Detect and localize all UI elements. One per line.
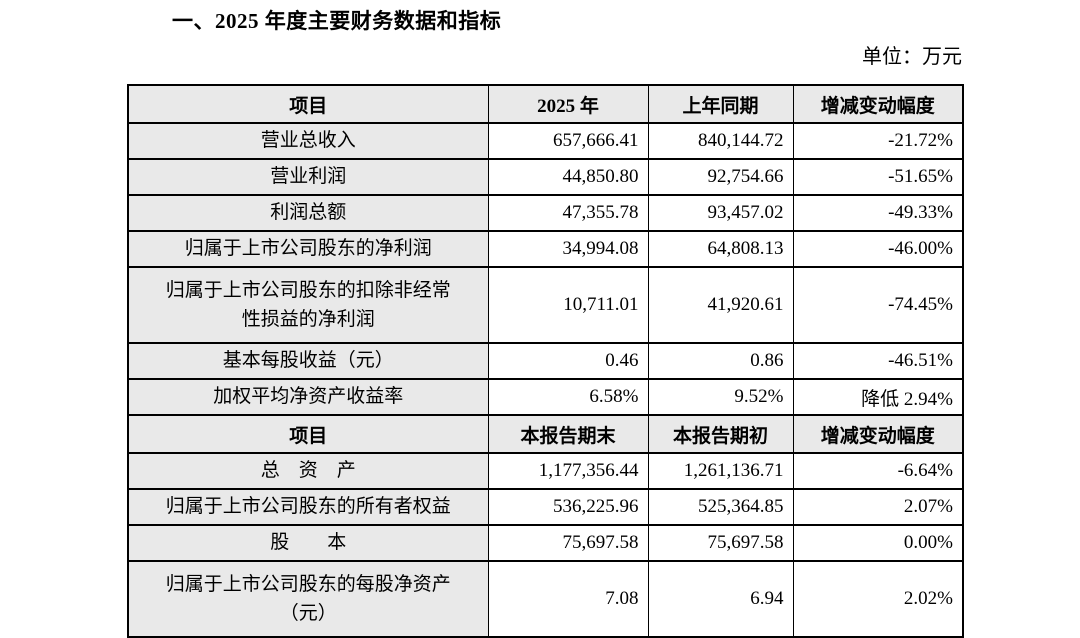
item-cell: 营业利润 bbox=[127, 158, 489, 196]
table-row: 基本每股收益（元） 0.46 0.86 -46.51% bbox=[127, 342, 964, 380]
page-title: 一、2025 年度主要财务数据和指标 bbox=[172, 9, 502, 33]
change-cell: -46.00% bbox=[792, 230, 964, 268]
current-value-cell: 34,994.08 bbox=[487, 230, 649, 268]
previous-value-cell: 41,920.61 bbox=[647, 266, 794, 344]
item-cell: 利润总额 bbox=[127, 194, 489, 232]
change-cell: -21.72% bbox=[792, 122, 964, 160]
current-value-cell: 536,225.96 bbox=[487, 488, 649, 526]
header-cell-previous: 上年同期 bbox=[647, 84, 794, 124]
table-row: 营业利润 44,850.80 92,754.66 -51.65% bbox=[127, 158, 964, 196]
change-cell: -74.45% bbox=[792, 266, 964, 344]
previous-value-cell: 93,457.02 bbox=[647, 194, 794, 232]
current-value-cell: 44,850.80 bbox=[487, 158, 649, 196]
table-row: 总 资 产 1,177,356.44 1,261,136.71 -6.64% bbox=[127, 452, 964, 490]
table-row: 归属于上市公司股东的净利润 34,994.08 64,808.13 -46.00… bbox=[127, 230, 964, 268]
item-cell: 归属于上市公司股东的所有者权益 bbox=[127, 488, 489, 526]
item-cell: 营业总收入 bbox=[127, 122, 489, 160]
change-cell: 2.07% bbox=[792, 488, 964, 526]
unit-label: 单位：万元 bbox=[862, 46, 962, 68]
table-header-row: 项目 本报告期末 本报告期初 增减变动幅度 bbox=[127, 414, 964, 454]
table-header-row: 项目 2025 年 上年同期 增减变动幅度 bbox=[127, 84, 964, 124]
item-cell: 股 本 bbox=[127, 524, 489, 562]
table-row: 归属于上市公司股东的扣除非经常 性损益的净利润 10,711.01 41,920… bbox=[127, 266, 964, 344]
change-cell: -46.51% bbox=[792, 342, 964, 380]
previous-value-cell: 64,808.13 bbox=[647, 230, 794, 268]
current-value-cell: 0.46 bbox=[487, 342, 649, 380]
change-cell: 降低 2.94% bbox=[792, 378, 964, 416]
previous-value-cell: 1,261,136.71 bbox=[647, 452, 794, 490]
previous-value-cell: 0.86 bbox=[647, 342, 794, 380]
current-value-cell: 657,666.41 bbox=[487, 122, 649, 160]
current-value-cell: 6.58% bbox=[487, 378, 649, 416]
table-row: 归属于上市公司股东的所有者权益 536,225.96 525,364.85 2.… bbox=[127, 488, 964, 526]
header-cell-period-start: 本报告期初 bbox=[647, 414, 794, 454]
table-row: 加权平均净资产收益率 6.58% 9.52% 降低 2.94% bbox=[127, 378, 964, 416]
change-cell: -51.65% bbox=[792, 158, 964, 196]
header-cell-item: 项目 bbox=[127, 414, 489, 454]
change-cell: -49.33% bbox=[792, 194, 964, 232]
item-cell: 基本每股收益（元） bbox=[127, 342, 489, 380]
change-cell: 2.02% bbox=[792, 560, 964, 638]
current-value-cell: 75,697.58 bbox=[487, 524, 649, 562]
current-value-cell: 47,355.78 bbox=[487, 194, 649, 232]
change-cell: -6.64% bbox=[792, 452, 964, 490]
header-cell-item: 项目 bbox=[127, 84, 489, 124]
previous-value-cell: 75,697.58 bbox=[647, 524, 794, 562]
table-row: 归属于上市公司股东的每股净资产 （元） 7.08 6.94 2.02% bbox=[127, 560, 964, 638]
item-cell: 加权平均净资产收益率 bbox=[127, 378, 489, 416]
financial-table: 项目 2025 年 上年同期 增减变动幅度 营业总收入 657,666.41 8… bbox=[127, 84, 964, 638]
current-value-cell: 1,177,356.44 bbox=[487, 452, 649, 490]
header-cell-current: 2025 年 bbox=[487, 84, 649, 124]
header-cell-change: 增减变动幅度 bbox=[792, 84, 964, 124]
previous-value-cell: 840,144.72 bbox=[647, 122, 794, 160]
change-cell: 0.00% bbox=[792, 524, 964, 562]
item-cell: 归属于上市公司股东的扣除非经常 性损益的净利润 bbox=[127, 266, 489, 344]
current-value-cell: 7.08 bbox=[487, 560, 649, 638]
item-cell: 归属于上市公司股东的净利润 bbox=[127, 230, 489, 268]
header-cell-period-end: 本报告期末 bbox=[487, 414, 649, 454]
previous-value-cell: 525,364.85 bbox=[647, 488, 794, 526]
current-value-cell: 10,711.01 bbox=[487, 266, 649, 344]
table-row: 利润总额 47,355.78 93,457.02 -49.33% bbox=[127, 194, 964, 232]
previous-value-cell: 9.52% bbox=[647, 378, 794, 416]
previous-value-cell: 92,754.66 bbox=[647, 158, 794, 196]
item-cell: 总 资 产 bbox=[127, 452, 489, 490]
header-cell-change: 增减变动幅度 bbox=[792, 414, 964, 454]
table-row: 股 本 75,697.58 75,697.58 0.00% bbox=[127, 524, 964, 562]
item-cell: 归属于上市公司股东的每股净资产 （元） bbox=[127, 560, 489, 638]
table-row: 营业总收入 657,666.41 840,144.72 -21.72% bbox=[127, 122, 964, 160]
previous-value-cell: 6.94 bbox=[647, 560, 794, 638]
